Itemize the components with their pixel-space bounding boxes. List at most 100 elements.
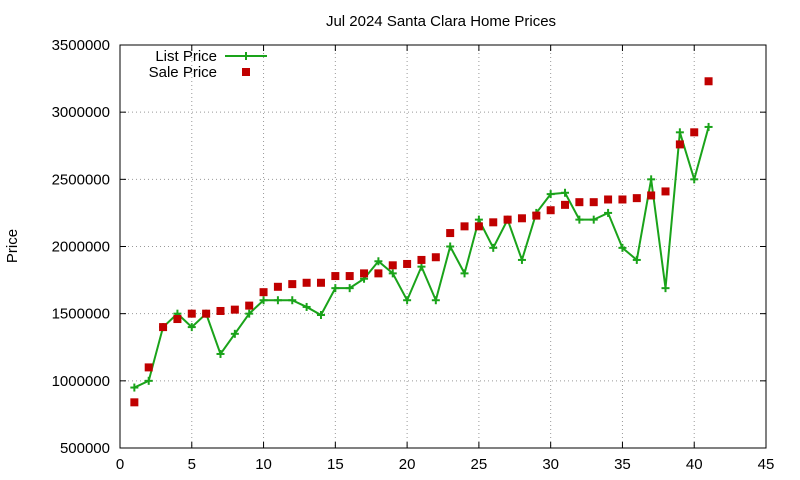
- x-tick-label: 5: [188, 456, 196, 473]
- sale-price-point: [288, 280, 297, 289]
- sale-price-point: [374, 269, 383, 278]
- sale-price-point: [632, 194, 641, 203]
- list-price-point: [288, 296, 297, 305]
- list-price-point: [331, 284, 340, 293]
- list-price-point: [661, 284, 670, 293]
- y-axis-title: Price: [4, 229, 21, 263]
- data-series: [130, 77, 713, 407]
- sale-price-point: [604, 195, 613, 204]
- list-price-point: [216, 349, 225, 358]
- list-price-point: [302, 302, 311, 311]
- list-price-point: [245, 309, 254, 318]
- y-tick-label: 1500000: [52, 306, 110, 323]
- list-price-point: [230, 329, 239, 338]
- sale-price-point: [517, 214, 526, 223]
- list-price-point: [546, 190, 555, 199]
- list-price-point: [345, 284, 354, 293]
- sale-price-point: [690, 128, 699, 137]
- list-price-point: [474, 215, 483, 224]
- list-price-point: [273, 296, 282, 305]
- list-price-point: [259, 296, 268, 305]
- list-price-point: [517, 255, 526, 264]
- x-tick-label: 10: [255, 456, 272, 473]
- x-tick-label: 30: [542, 456, 559, 473]
- sale-price-point: [675, 140, 684, 149]
- list-price-point: [647, 175, 656, 184]
- y-tick-label: 3000000: [52, 104, 110, 121]
- sale-price-point: [431, 253, 440, 262]
- x-tick-label: 20: [399, 456, 416, 473]
- list-price-point: [561, 188, 570, 197]
- sale-price-point: [202, 309, 211, 318]
- legend-label-sale-price: Sale Price: [149, 64, 217, 81]
- sale-price-point: [159, 323, 168, 332]
- sale-price-point: [316, 278, 325, 287]
- sale-price-point: [618, 195, 627, 204]
- sale-price-point: [546, 206, 555, 215]
- sale-price-point: [704, 77, 713, 86]
- list-price-point: [575, 215, 584, 224]
- sale-price-point: [230, 305, 239, 314]
- sale-price-point: [273, 282, 282, 291]
- legend-marker-sale-price: [242, 68, 250, 76]
- sale-price-point: [259, 288, 268, 297]
- y-tick-label: 2500000: [52, 171, 110, 188]
- sale-price-point: [403, 259, 412, 268]
- sale-price-point: [360, 269, 369, 278]
- sale-price-point: [345, 272, 354, 281]
- sale-price-point: [130, 398, 139, 407]
- x-tick-label: 45: [758, 456, 775, 473]
- sale-price-point: [661, 187, 670, 196]
- sale-price-point: [460, 222, 469, 231]
- sale-price-point: [173, 315, 182, 324]
- sale-price-point: [489, 218, 498, 227]
- list-price-point: [130, 383, 139, 392]
- list-price-point: [604, 208, 613, 217]
- sale-price-point: [144, 363, 153, 372]
- list-price-point: [675, 128, 684, 137]
- sale-price-point: [245, 301, 254, 310]
- list-price-point: [618, 243, 627, 252]
- x-tick-label: 35: [614, 456, 631, 473]
- legend-marker-list-price: [242, 52, 250, 60]
- sale-price-point: [216, 306, 225, 315]
- sale-price-point: [532, 211, 541, 220]
- sale-price-point: [575, 198, 584, 207]
- sale-price-point: [503, 215, 512, 224]
- x-tick-label: 15: [327, 456, 344, 473]
- sale-price-point: [302, 278, 311, 287]
- list-price-point: [704, 122, 713, 131]
- list-price-point: [388, 269, 397, 278]
- x-tick-label: 25: [471, 456, 488, 473]
- sale-price-point: [561, 200, 570, 209]
- list-price-point: [632, 255, 641, 264]
- tick-labels: 0 5 10 15 20 25 30 35 40 45 500000 1000000 1500000 20…: [52, 37, 775, 473]
- list-price-point: [403, 296, 412, 305]
- sale-price-point: [388, 261, 397, 270]
- list-price-point: [446, 242, 455, 251]
- list-price-point: [374, 257, 383, 266]
- list-price-point: [431, 296, 440, 305]
- list-price-point: [187, 323, 196, 332]
- x-tick-label: 40: [686, 456, 703, 473]
- y-tick-label: 2000000: [52, 239, 110, 256]
- sale-price-point: [474, 222, 483, 231]
- sale-price-point: [589, 198, 598, 207]
- list-price-point: [316, 311, 325, 320]
- list-price-point: [144, 376, 153, 385]
- legend-label-list-price: List Price: [155, 48, 217, 65]
- chart-title: Jul 2024 Santa Clara Home Prices: [326, 13, 556, 30]
- axis-ticks: [119, 44, 767, 449]
- list-price-point: [460, 269, 469, 278]
- plot-border: [119, 44, 767, 449]
- sale-price-point: [647, 191, 656, 200]
- sale-price-point: [417, 255, 426, 264]
- list-price-point: [589, 215, 598, 224]
- list-price-point: [690, 175, 699, 184]
- sale-price-point: [331, 272, 340, 281]
- sale-price-point: [187, 309, 196, 318]
- list-price-point: [417, 262, 426, 271]
- y-tick-label: 3500000: [52, 37, 110, 54]
